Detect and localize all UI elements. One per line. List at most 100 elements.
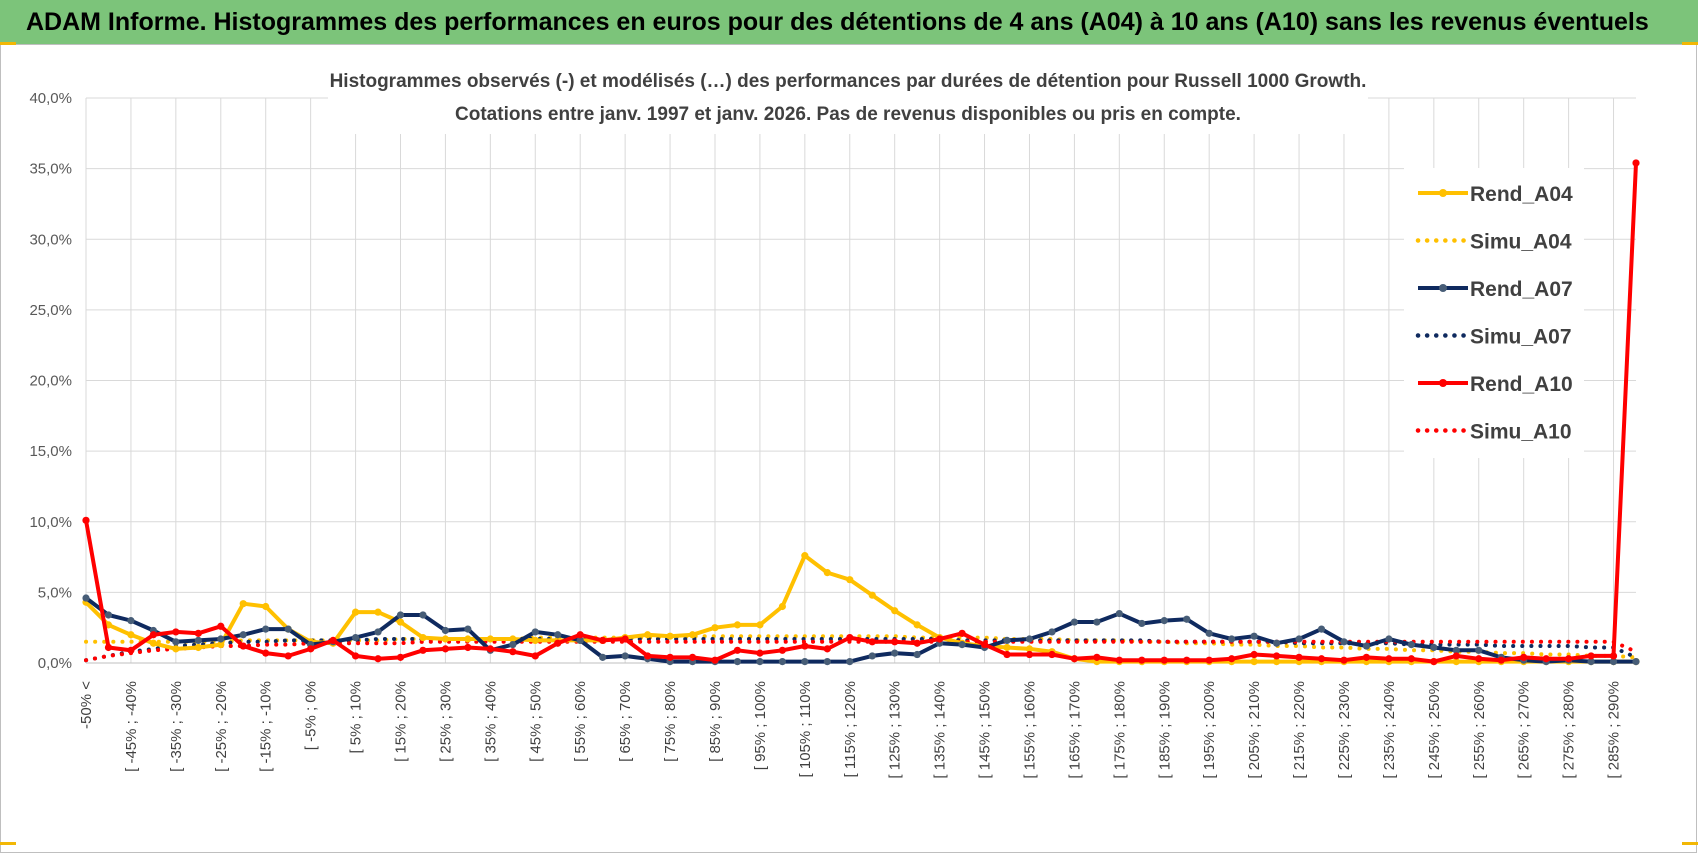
data-point bbox=[1452, 657, 1460, 666]
legend-entry-Simu_A10: Simu_A10 bbox=[1415, 421, 1572, 444]
data-point bbox=[643, 631, 652, 639]
data-point bbox=[1385, 655, 1393, 663]
data-point bbox=[554, 639, 562, 647]
data-point bbox=[643, 652, 652, 660]
legend-entry-Simu_A04: Simu_A04 bbox=[1415, 231, 1572, 254]
data-point bbox=[913, 621, 921, 629]
data-point bbox=[733, 646, 742, 654]
corner-mark-bottom-right bbox=[1682, 842, 1698, 845]
data-point bbox=[1048, 650, 1056, 659]
y-tick-label: 40,0% bbox=[29, 90, 72, 107]
data-point bbox=[733, 657, 742, 666]
data-point bbox=[1520, 653, 1528, 661]
x-tick-label: [ 175% ; 180% bbox=[1111, 681, 1128, 779]
x-tick-label: [ 115% ; 120% bbox=[842, 681, 859, 777]
data-point bbox=[262, 602, 270, 611]
data-point bbox=[396, 611, 405, 619]
data-point bbox=[1205, 629, 1213, 637]
data-point bbox=[688, 631, 697, 639]
data-point bbox=[1025, 650, 1034, 659]
data-point bbox=[464, 635, 472, 643]
data-point bbox=[307, 645, 315, 653]
data-point bbox=[284, 652, 292, 660]
data-point bbox=[599, 653, 607, 661]
x-tick-label: [ 45% ; 50% bbox=[527, 681, 544, 762]
x-tick-label: [ 135% ; 140% bbox=[932, 681, 949, 779]
data-point bbox=[149, 639, 157, 647]
data-point bbox=[778, 646, 786, 654]
data-point bbox=[1250, 657, 1258, 666]
data-point bbox=[868, 652, 876, 660]
x-tick-label: [ 275% ; 280% bbox=[1561, 681, 1578, 779]
data-point bbox=[1115, 609, 1123, 618]
data-point bbox=[1160, 617, 1168, 625]
data-point bbox=[688, 653, 697, 661]
legend-marker bbox=[1439, 379, 1447, 387]
data-point bbox=[778, 602, 786, 611]
data-point bbox=[239, 642, 247, 650]
data-point bbox=[846, 576, 854, 584]
data-point bbox=[172, 638, 180, 646]
x-tick-label: [ 75% ; 80% bbox=[662, 681, 679, 762]
data-point bbox=[1048, 628, 1056, 636]
data-point bbox=[239, 631, 247, 639]
x-tick-label: [ 15% ; 20% bbox=[392, 681, 409, 762]
data-point bbox=[1452, 652, 1460, 660]
x-tick-label: [ 285% ; 290% bbox=[1606, 681, 1623, 779]
data-point bbox=[486, 635, 494, 643]
x-tick-label: [ -45% ; -40% bbox=[123, 681, 140, 772]
data-point bbox=[891, 607, 899, 615]
data-point bbox=[104, 611, 113, 619]
data-point bbox=[1093, 653, 1101, 661]
data-point bbox=[733, 621, 742, 629]
chart-title: Histogrammes observés (-) et modélisés (… bbox=[330, 71, 1367, 92]
data-point bbox=[823, 569, 831, 577]
data-point bbox=[666, 632, 674, 640]
data-point bbox=[1272, 639, 1281, 647]
data-point bbox=[262, 649, 270, 657]
legend-label: Rend_A10 bbox=[1470, 373, 1573, 396]
data-point bbox=[1183, 656, 1191, 664]
data-point bbox=[756, 657, 764, 666]
data-point bbox=[1632, 159, 1640, 167]
data-point bbox=[1362, 653, 1371, 661]
legend-label: Rend_A04 bbox=[1470, 183, 1573, 206]
x-tick-label: [ 55% ; 60% bbox=[572, 681, 589, 762]
data-point bbox=[621, 652, 629, 660]
data-point bbox=[1003, 643, 1011, 652]
x-tick-label: [ 85% ; 90% bbox=[707, 681, 724, 762]
data-point bbox=[576, 636, 584, 645]
data-point bbox=[396, 653, 405, 661]
x-tick-label: [ -5% ; 0% bbox=[303, 681, 320, 750]
data-point bbox=[756, 649, 764, 657]
x-tick-label: [ 105% ; 110% bbox=[797, 681, 814, 777]
legend-label: Simu_A07 bbox=[1470, 326, 1572, 349]
data-point bbox=[1070, 618, 1079, 626]
data-point bbox=[127, 631, 135, 639]
corner-mark-top-right bbox=[1682, 42, 1698, 45]
data-point bbox=[1317, 625, 1326, 633]
data-point bbox=[82, 516, 90, 524]
x-tick-label: [ 255% ; 260% bbox=[1471, 681, 1488, 779]
data-point bbox=[958, 629, 966, 637]
data-point bbox=[823, 657, 831, 666]
y-tick-label: 35,0% bbox=[29, 161, 72, 178]
data-point bbox=[1160, 656, 1168, 664]
series-line-Simu_A04 bbox=[84, 634, 1638, 660]
data-point bbox=[1362, 642, 1371, 650]
data-point bbox=[509, 648, 517, 656]
x-axis: -50% < [ -45% ; -40% [ -35% ; -30% [ -25% ;… bbox=[78, 662, 1636, 779]
data-point bbox=[486, 645, 494, 653]
legend-label: Simu_A10 bbox=[1470, 421, 1572, 444]
x-tick-label: [ 5% ; 10% bbox=[348, 681, 365, 754]
data-point bbox=[1250, 650, 1258, 659]
data-point bbox=[891, 638, 899, 646]
x-tick-label: [ -15% ; -10% bbox=[258, 681, 275, 772]
data-point bbox=[1475, 655, 1483, 663]
series-Rend_A07 bbox=[82, 594, 1640, 666]
legend-background bbox=[1404, 168, 1584, 458]
data-point bbox=[1115, 656, 1123, 664]
data-point bbox=[778, 657, 786, 666]
series-line-Rend_A07 bbox=[84, 596, 1638, 664]
x-tick-label: [ 155% ; 160% bbox=[1021, 681, 1038, 779]
